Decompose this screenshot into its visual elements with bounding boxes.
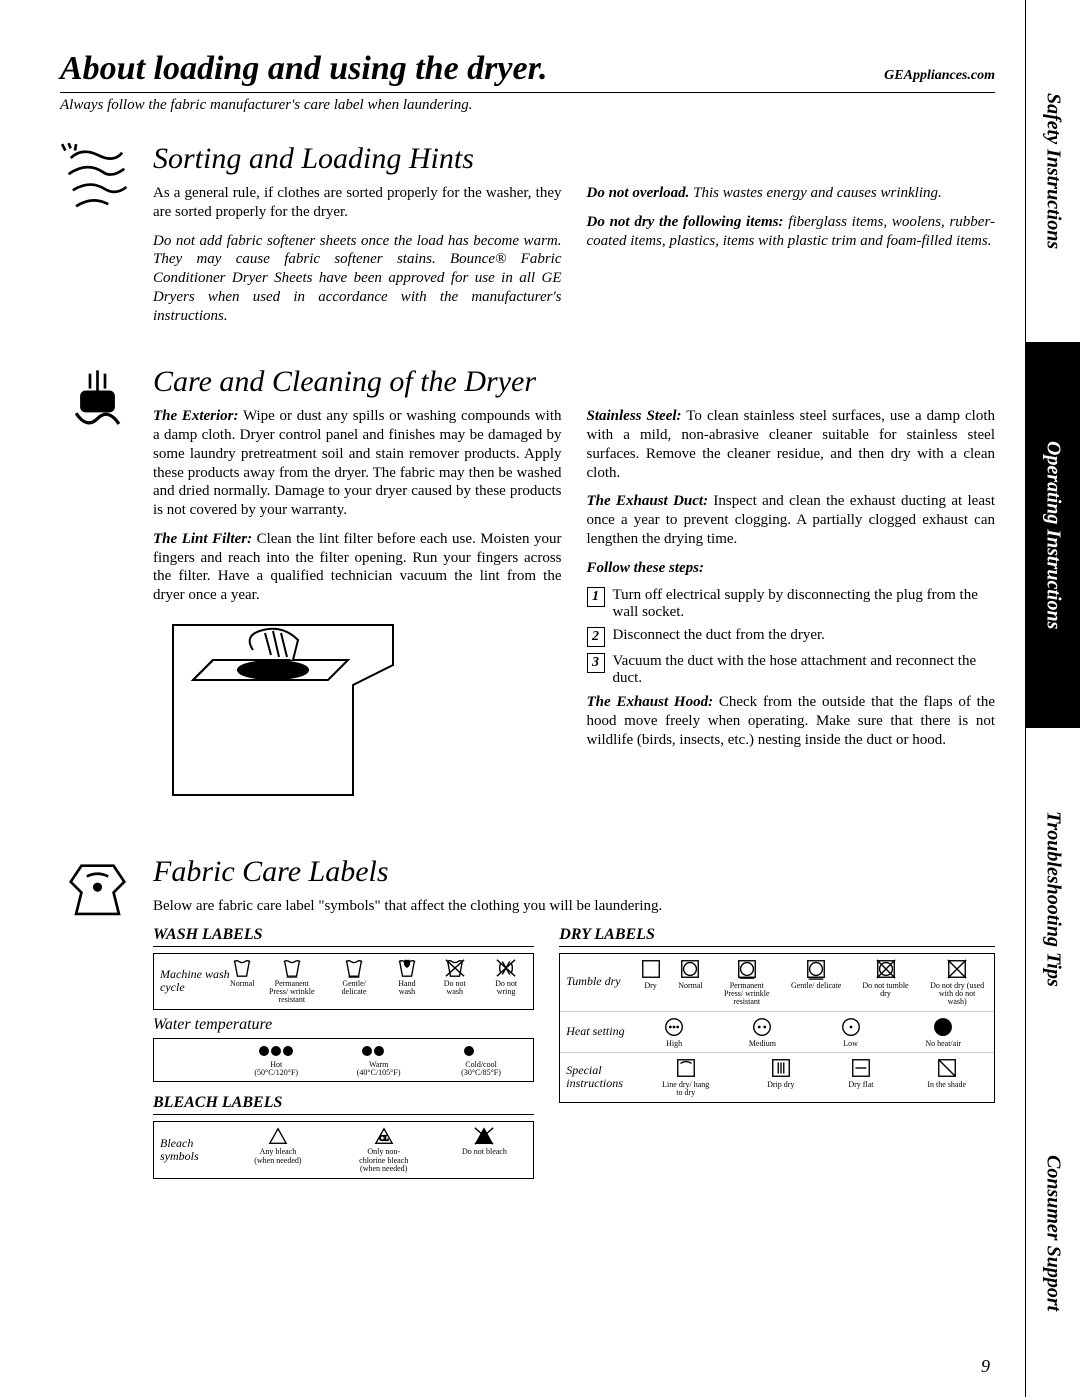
bleach-labels-title: BLEACH LABELS xyxy=(153,1094,534,1115)
nav-sidebar: Safety InstructionsOperating Instruction… xyxy=(1025,0,1080,1397)
step-item: 1Turn off electrical supply by disconnec… xyxy=(587,587,996,621)
dry-labels-table: Tumble dryDryNormalPermanent Press/ wrin… xyxy=(559,953,995,1103)
care-exterior: The Exterior: Wipe or dust any spills or… xyxy=(153,407,562,520)
water-temp-table: Hot (50°C/120°F) Warm (40°C/105°F) Cold/co… xyxy=(153,1038,534,1083)
dry-labels-title: DRY LABELS xyxy=(559,926,995,947)
labels-icon xyxy=(60,855,135,1179)
page-number: 9 xyxy=(981,1356,990,1377)
site-url: GEAppliances.com xyxy=(884,68,995,84)
care-symbol: Cold/cool (30°C/85°F) xyxy=(454,1043,509,1078)
care-symbol: Drip dry xyxy=(767,1057,794,1098)
care-symbol: In the shade xyxy=(927,1057,966,1098)
section-title-labels: Fabric Care Labels xyxy=(153,855,995,889)
page-title: About loading and using the dryer. xyxy=(60,50,547,88)
care-symbol: Do not wash xyxy=(435,958,475,1005)
step-item: 2Disconnect the duct from the dryer. xyxy=(587,627,996,647)
water-temp-title: Water temperature xyxy=(153,1016,534,1034)
care-symbol: No heat/air xyxy=(925,1016,961,1048)
care-symbol: Hot (50°C/120°F) xyxy=(249,1043,304,1078)
care-symbol: Permanent Press/ wrinkle resistant xyxy=(264,958,319,1005)
sidebar-item: Consumer Support xyxy=(1026,1070,1080,1397)
wash-labels-title: WASH LABELS xyxy=(153,926,534,947)
lint-filter-diagram xyxy=(153,615,562,815)
care-symbol: Hand wash xyxy=(389,958,425,1005)
section-title-care: Care and Cleaning of the Dryer xyxy=(153,365,995,399)
care-symbol: Dry xyxy=(640,958,662,1007)
sidebar-item: Operating Instructions xyxy=(1026,342,1080,728)
follow-steps-heading: Follow these steps: xyxy=(587,559,996,578)
care-symbol: Low xyxy=(840,1016,862,1048)
page-subtitle: Always follow the fabric manufacturer's … xyxy=(60,97,995,114)
care-duct: The Exhaust Duct: Inspect and clean the … xyxy=(587,492,996,548)
care-symbol: Permanent Press/ wrinkle resistant xyxy=(719,958,774,1007)
care-symbol: Line dry/ hang to dry xyxy=(658,1057,713,1098)
care-symbol: High xyxy=(663,1016,685,1048)
step-item: 3Vacuum the duct with the hose attachmen… xyxy=(587,653,996,687)
care-symbol: Normal xyxy=(678,958,702,1007)
care-symbol: Do not wring xyxy=(485,958,527,1005)
sidebar-item: Safety Instructions xyxy=(1026,0,1080,342)
sorting-p3: Do not overload. This wastes energy and … xyxy=(587,184,996,203)
care-lint: The Lint Filter: Clean the lint filter b… xyxy=(153,530,562,605)
care-symbol: CLOnly non-chlorine bleach (when needed) xyxy=(356,1126,411,1173)
svg-text:CL: CL xyxy=(379,1135,388,1143)
care-symbol: Medium xyxy=(749,1016,776,1048)
sorting-p1: As a general rule, if clothes are sorted… xyxy=(153,184,562,222)
care-symbol: Normal xyxy=(230,958,254,1005)
bleach-labels-table: Bleach symbolsAny bleach (when needed)CL… xyxy=(153,1121,534,1178)
care-symbol: Warm (40°C/105°F) xyxy=(351,1043,406,1078)
care-steel: Stainless Steel: To clean stainless stee… xyxy=(587,407,996,482)
care-symbol: Gentle/ delicate xyxy=(791,958,841,1007)
section-title-sorting: Sorting and Loading Hints xyxy=(153,142,995,176)
care-symbol: Do not tumble dry xyxy=(858,958,913,1007)
care-symbol: Do not dry (used with do not wash) xyxy=(930,958,985,1007)
care-symbol: Do not bleach xyxy=(462,1126,507,1173)
care-symbol: Gentle/ delicate xyxy=(329,958,379,1005)
care-symbol: Any bleach (when needed) xyxy=(250,1126,305,1173)
sorting-icon xyxy=(60,142,135,335)
care-symbol: Dry flat xyxy=(848,1057,873,1098)
wash-labels-table: Machine wash cycleNormalPermanent Press/… xyxy=(153,953,534,1010)
cleaning-icon xyxy=(60,365,135,825)
sidebar-item: Troubleshooting Tips xyxy=(1026,728,1080,1070)
sorting-p2: Do not add fabric softener sheets once t… xyxy=(153,232,562,326)
sorting-p4: Do not dry the following items: fibergla… xyxy=(587,213,996,251)
labels-intro: Below are fabric care label "symbols" th… xyxy=(153,897,995,916)
care-hood: The Exhaust Hood: Check from the outside… xyxy=(587,693,996,749)
